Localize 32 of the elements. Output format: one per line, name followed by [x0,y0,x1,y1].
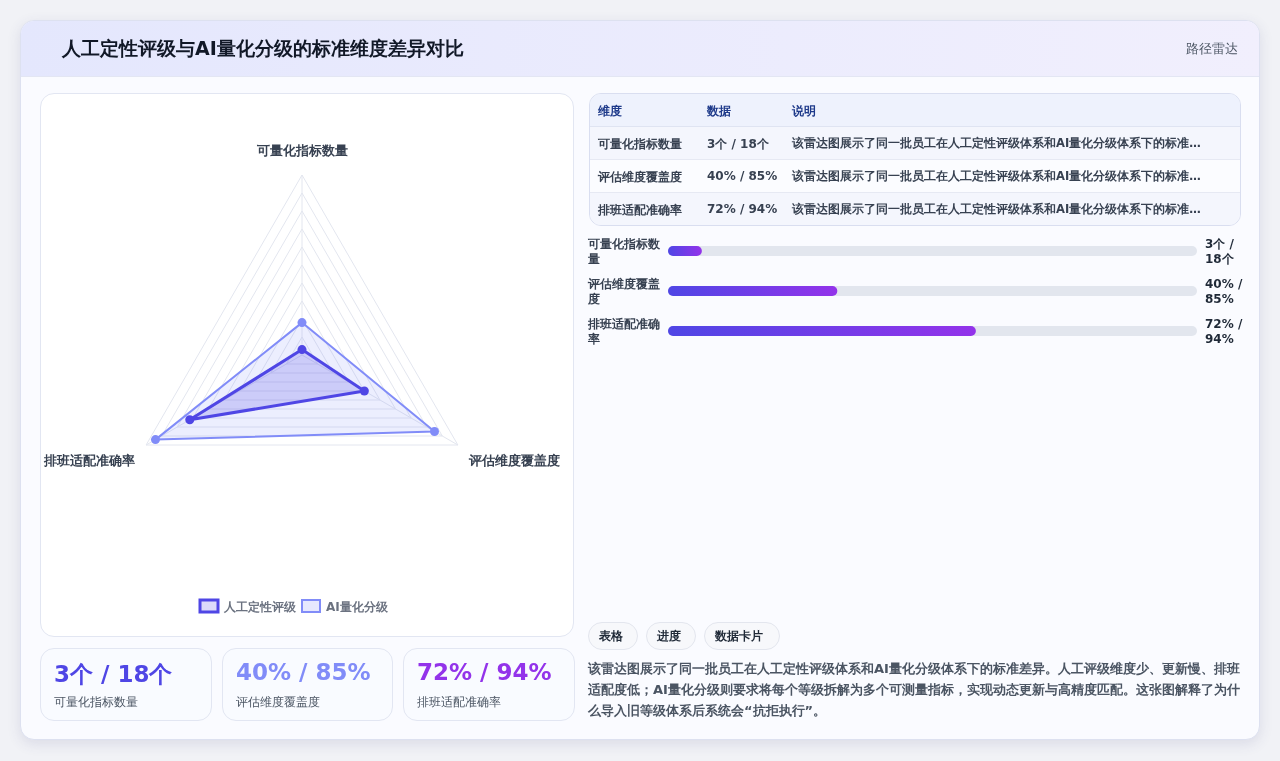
category-label: 评估维度覆盖度 [236,694,320,711]
text: 72% / 94% [417,659,552,685]
text: 72% / 94% [707,202,778,216]
text: 该雷达图展示了同一批员工在人工定性评级体系和AI量化分级体系下的标准差异。人工评级维度少、更新慢、排班适配度低；AI量化分级则要求将每个等级拆解为多个可测量指标，实现动态更新与高精度匹配。这张图解释了为什么导入旧等级体系后系统会“抗拒执行”。 [588,660,1241,720]
text: 40% / 85% [1205,277,1244,307]
text: 该雷达图展示了同一批员工在人工定性评级体系和AI量化分级体系下的标准… [792,169,1201,184]
text: 数据 [707,103,731,120]
category-label: 可量化指标数量 [54,694,138,711]
text: 说明 [792,103,816,120]
text: 表格 [599,628,623,645]
text: 3个 / 18个 [707,137,769,151]
text: 人工定性评级与AI量化分级的标准维度差异对比 [62,36,464,61]
text: 3个 / 18个 [1205,237,1235,267]
text: 40% / 85% [236,659,371,685]
category-label: 排班适配准确率 [417,694,501,711]
text: 该雷达图展示了同一批员工在人工定性评级体系和AI量化分级体系下的标准… [792,136,1201,151]
text: 维度 [598,103,622,120]
spoke-label: 可量化指标数量 [255,143,348,158]
text: 路径雷达 [1186,40,1238,58]
text: 数据卡片 [715,628,763,645]
text: 进度 [657,628,681,645]
spoke-label: 排班适配准确率 [43,453,136,468]
y-tick-label: 可量化指标数量 [588,237,661,267]
y-tick-label: 评估维度覆盖度 [588,277,661,307]
text: 40% / 85% [707,169,778,183]
y-tick-label: 排班适配准确率 [588,317,661,347]
text: 该雷达图展示了同一批员工在人工定性评级体系和AI量化分级体系下的标准… [792,202,1201,217]
spoke-label: 评估维度覆盖度 [467,453,560,468]
legend-label: 人工定性评级 [223,600,297,614]
text: 72% / 94% [1205,317,1244,347]
legend-label: AI量化分级 [326,600,389,614]
text: 3个 / 18个 [54,661,173,687]
